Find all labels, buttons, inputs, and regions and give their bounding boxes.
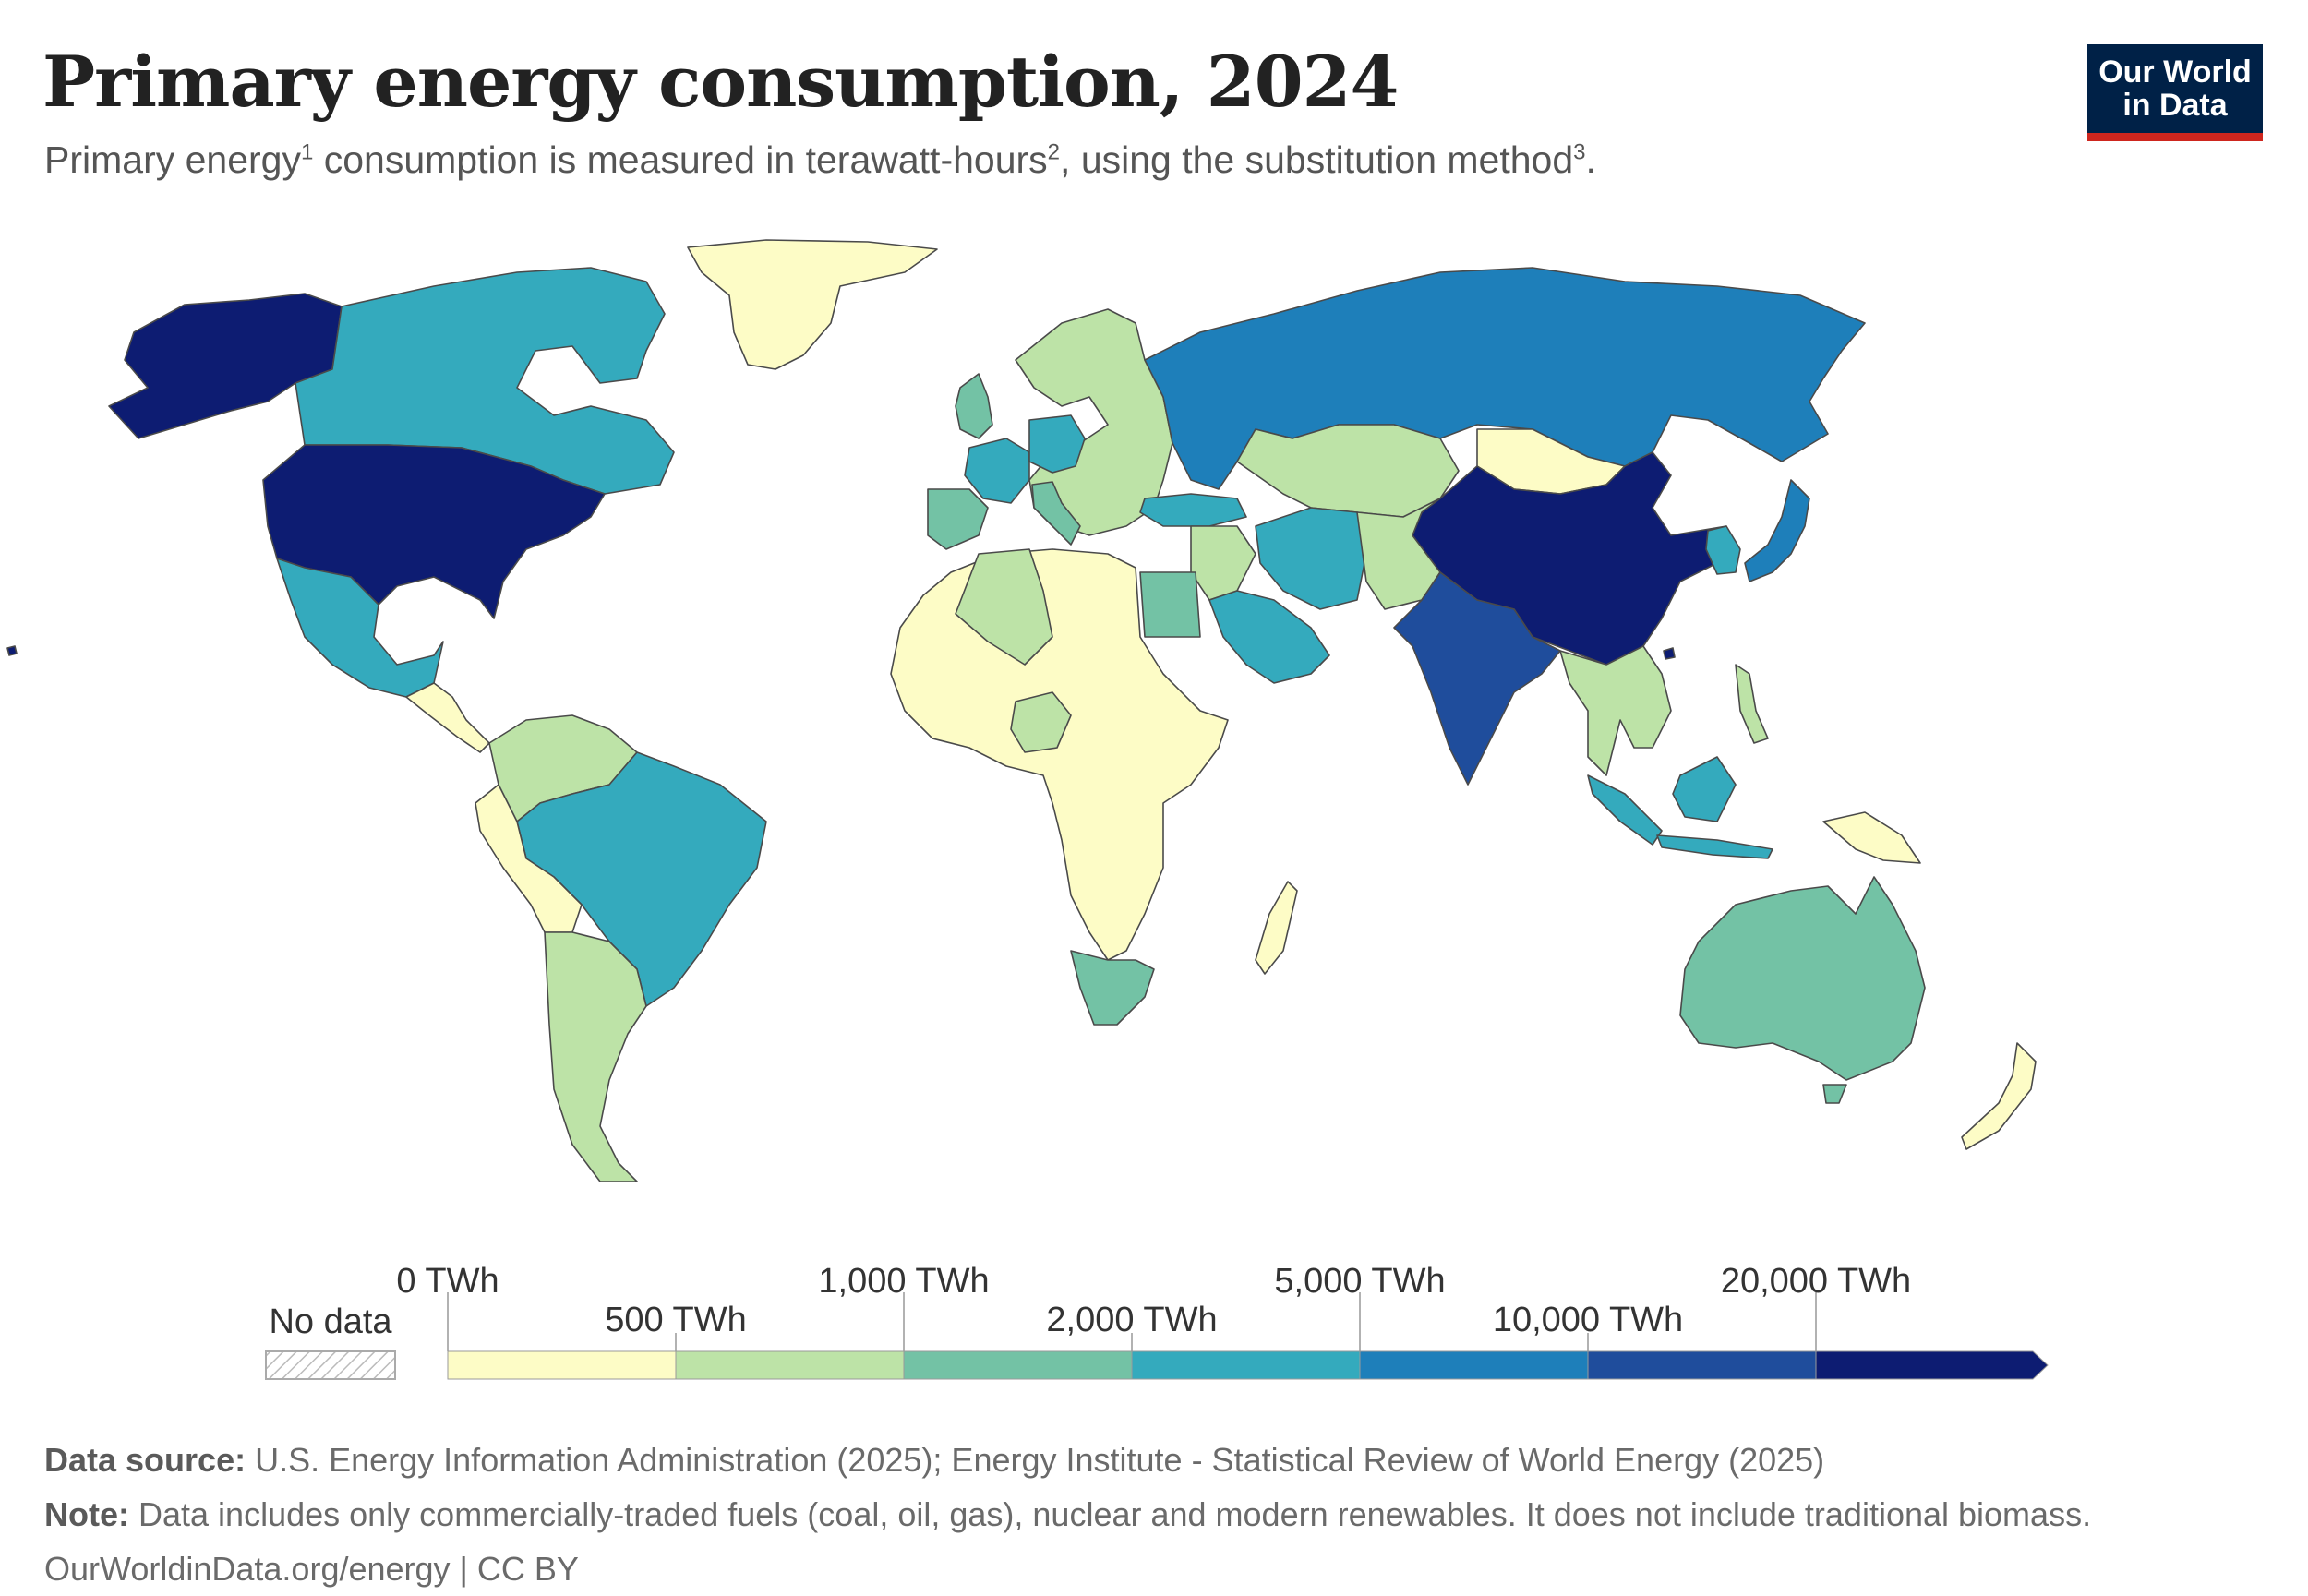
country-spain[interactable] [927, 488, 989, 550]
legend-label-bottom-1: 2,000 TWh [1046, 1301, 1217, 1339]
country-nigeria[interactable] [1010, 691, 1072, 753]
country-south-asia-west[interactable] [1356, 498, 1441, 610]
subtitle-text-2: consumption is measured in terawatt-hour… [313, 138, 1048, 181]
owid-logo[interactable]: Our World in Data [2087, 44, 2263, 141]
subtitle-text-4: . [1585, 138, 1596, 181]
country-south-africa[interactable] [1070, 950, 1155, 1026]
country-turkey[interactable] [1139, 493, 1247, 527]
note-label: Note: [44, 1495, 129, 1533]
country-philippines[interactable] [1735, 664, 1769, 744]
legend-no-data-label: No data [269, 1302, 392, 1341]
legend-label-bottom-0: 500 TWh [605, 1301, 746, 1339]
country-france[interactable] [964, 438, 1030, 504]
country-africa[interactable] [890, 548, 1229, 961]
note-text: Data includes only commercially-traded f… [129, 1495, 2092, 1533]
legend-label-top-3: 20,000 TWh [1721, 1262, 1911, 1301]
country-tasmania[interactable] [1822, 1084, 1847, 1104]
country-japan[interactable] [1744, 479, 1810, 582]
legend-label-top-0: 0 TWh [396, 1262, 499, 1301]
footnote-ref-3[interactable]: 3 [1573, 139, 1586, 165]
data-source-line: Data source: U.S. Energy Information Adm… [44, 1433, 2278, 1487]
country-algeria[interactable] [955, 548, 1053, 666]
data-source-label: Data source: [44, 1441, 246, 1479]
legend-bin-2[interactable] [903, 1350, 1133, 1380]
country-middle-east[interactable] [1190, 525, 1256, 601]
subtitle-text-3: , using the substitution method [1060, 138, 1574, 181]
map-legend: No data 0 TWh 1,000 TWh 5,000 TWh 20,000 TW… [0, 1255, 2308, 1394]
footnote-ref-2[interactable]: 2 [1047, 139, 1061, 165]
country-australia[interactable] [1679, 876, 1926, 1081]
country-germany[interactable] [1028, 414, 1086, 474]
country-mexico[interactable] [276, 558, 444, 698]
country-indonesia[interactable] [1587, 774, 1663, 846]
footer: Data source: U.S. Energy Information Adm… [44, 1433, 2278, 1596]
country-italy[interactable] [1031, 481, 1081, 546]
source-url-link[interactable]: OurWorldinData.org/energy | CC BY [44, 1550, 579, 1588]
country-greenland[interactable] [687, 239, 938, 370]
legend-bin-3[interactable] [1131, 1350, 1361, 1380]
chart-title: Primary energy consumption, 2024 [42, 41, 1399, 123]
country-central-america[interactable] [405, 682, 490, 753]
legend-label-top-1: 1,000 TWh [818, 1262, 989, 1301]
country-iran[interactable] [1255, 507, 1367, 610]
legend-no-data-swatch[interactable] [265, 1350, 396, 1380]
country-new-zealand[interactable] [1961, 1042, 2037, 1150]
country-india[interactable] [1393, 571, 1561, 786]
logo-line-2: in Data [2122, 88, 2228, 123]
world-map [0, 231, 2308, 1209]
country-uk[interactable] [955, 373, 993, 439]
legend-label-top-2: 5,000 TWh [1274, 1262, 1445, 1301]
country-alaska[interactable] [108, 293, 343, 439]
footnote-ref-1[interactable]: 1 [300, 139, 314, 165]
country-indonesia-java[interactable] [1656, 834, 1773, 859]
subtitle-text-1: Primary energy [44, 138, 301, 181]
chart-subtitle: Primary energy1 consumption is measured … [44, 138, 1596, 182]
country-indonesia-borneo[interactable] [1672, 756, 1737, 822]
country-egypt[interactable] [1139, 571, 1201, 638]
country-argentina[interactable] [544, 931, 647, 1182]
legend-bin-4[interactable] [1359, 1350, 1589, 1380]
legend-bin-5[interactable] [1587, 1350, 1817, 1380]
logo-line-1: Our World [2098, 54, 2252, 90]
legend-bin-0[interactable] [447, 1350, 677, 1380]
country-hainan[interactable] [1663, 647, 1676, 660]
country-korea[interactable] [1705, 525, 1741, 575]
legend-bin-6[interactable] [1815, 1350, 2049, 1380]
data-source-text[interactable]: U.S. Energy Information Administration (… [246, 1441, 1825, 1479]
country-kazakhstan[interactable] [1236, 424, 1460, 518]
country-south-east-asia[interactable] [1559, 645, 1672, 776]
legend-label-bottom-2: 10,000 TWh [1493, 1301, 1683, 1339]
legend-bin-1[interactable] [675, 1350, 905, 1380]
country-hawaii[interactable] [6, 645, 18, 656]
country-europe[interactable] [1015, 308, 1173, 536]
country-saudi-arabia[interactable] [1208, 590, 1330, 684]
note-line: Note: Data includes only commercially-tr… [44, 1487, 2278, 1542]
country-papua-new-guinea[interactable] [1822, 811, 1921, 864]
source-url-line: OurWorldinData.org/energy | CC BY [44, 1542, 2278, 1596]
country-madagascar[interactable] [1255, 881, 1298, 975]
